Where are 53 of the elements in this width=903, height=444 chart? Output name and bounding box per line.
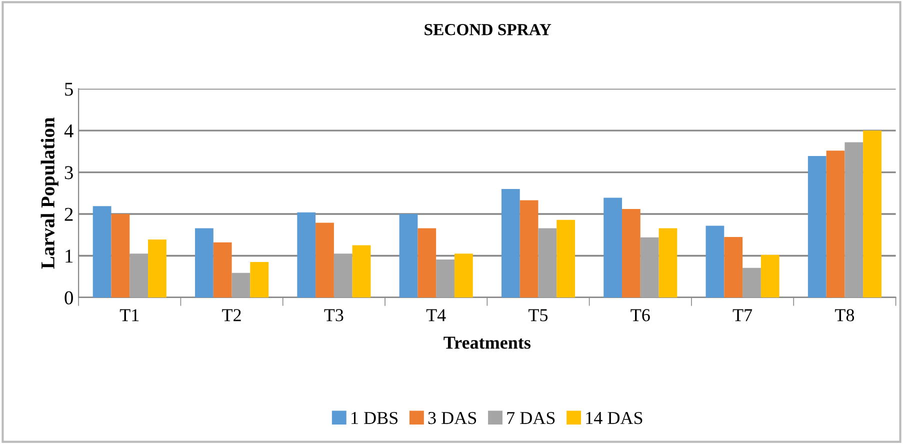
bar xyxy=(538,228,557,298)
x-tick-label: T5 xyxy=(528,309,548,322)
bar xyxy=(92,206,112,298)
bar xyxy=(297,212,316,298)
bar xyxy=(334,254,352,298)
bar xyxy=(604,198,622,298)
bar xyxy=(352,245,371,298)
bar xyxy=(658,228,678,298)
bar xyxy=(454,254,473,298)
x-tick-label: T7 xyxy=(732,309,752,322)
bar xyxy=(808,156,826,298)
y-axis-title: Larval Population xyxy=(40,118,58,269)
bar xyxy=(232,272,250,298)
legend-label: 7 DAS xyxy=(507,412,555,424)
bar xyxy=(706,226,724,298)
y-tick-label: 2 xyxy=(64,208,73,221)
bar xyxy=(501,188,520,298)
bar xyxy=(520,200,538,298)
bar xyxy=(640,237,659,298)
chart-title: SECOND SPRAY xyxy=(424,24,552,36)
x-tick-label: T1 xyxy=(120,309,139,322)
bar xyxy=(556,220,576,298)
y-tick-label: 4 xyxy=(64,124,74,138)
bar xyxy=(418,228,436,298)
bar xyxy=(148,239,166,298)
bar xyxy=(399,214,418,298)
legend-label: 14 DAS xyxy=(586,412,642,424)
y-tick-label: 0 xyxy=(64,291,73,304)
bar xyxy=(250,262,269,298)
y-tick-label: 1 xyxy=(66,250,73,262)
bar xyxy=(111,214,130,298)
bar xyxy=(436,260,454,298)
bar xyxy=(622,209,640,298)
bar xyxy=(742,268,761,298)
bar xyxy=(130,254,148,298)
x-tick-label: T4 xyxy=(426,309,446,322)
x-axis-title: Treatments xyxy=(444,336,531,349)
x-tick-label: T8 xyxy=(835,309,854,322)
legend-label: 3 DAS xyxy=(428,412,476,424)
bar xyxy=(863,130,882,298)
bar xyxy=(844,142,864,298)
y-tick-label: 5 xyxy=(65,82,73,96)
bar xyxy=(724,236,743,298)
x-tick-label: T2 xyxy=(222,309,241,322)
bar xyxy=(760,254,780,298)
bar xyxy=(316,222,334,298)
bar xyxy=(195,228,214,298)
legend-label: 1 DBS xyxy=(352,412,398,424)
bar xyxy=(826,150,845,298)
y-tick-label: 3 xyxy=(64,166,73,180)
x-tick-label: T6 xyxy=(630,309,650,322)
bar xyxy=(213,242,232,298)
x-tick-label: T3 xyxy=(324,309,344,322)
